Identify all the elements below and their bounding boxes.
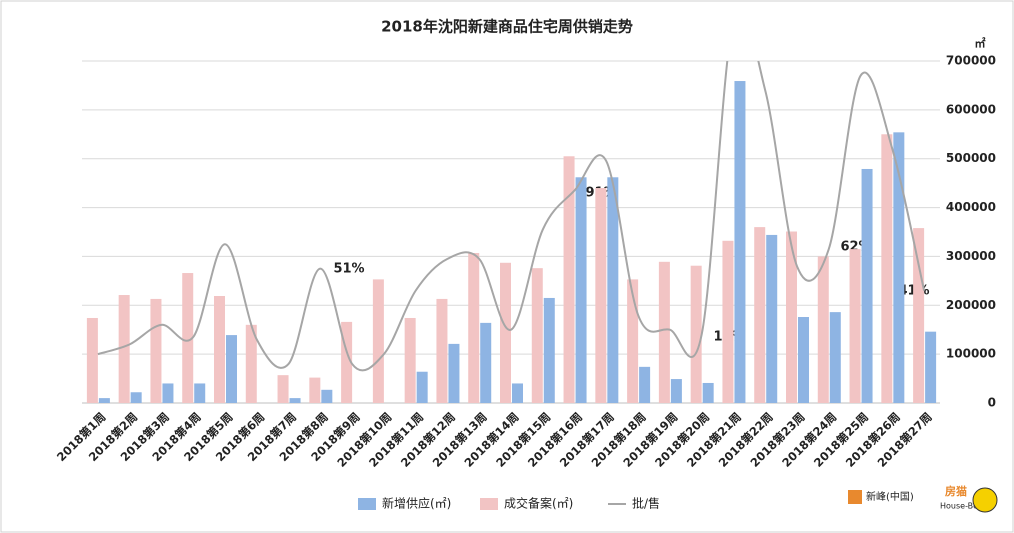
bar [448,343,460,403]
chart-title: 2018年沈阳新建商品住宅周供销走势 [381,18,633,36]
y-tick-label: 0 [988,396,996,410]
legend-label: 成交备案(㎡) [504,496,573,511]
legend-swatch [358,498,376,510]
bar [817,256,829,403]
bar [690,265,702,403]
bar [98,398,110,403]
y-tick-label: 300000 [946,249,996,263]
unit-label: ㎡ [975,36,986,50]
bar [512,383,523,403]
bar [500,262,511,403]
logo: 新峰(中国) 房猫 House-Book [848,484,998,513]
bar [531,268,543,403]
bar [563,156,575,403]
bar [162,383,174,403]
logo-text: 房猫 [945,484,967,498]
y-tick-label: 100000 [946,347,996,361]
bar [575,177,587,403]
bar [86,317,98,403]
bar [543,297,555,403]
y-tick-label: 200000 [946,298,996,312]
bar [893,132,905,403]
legend-swatch [480,498,498,510]
bar [289,398,301,403]
logo-icon [848,490,862,504]
bar [480,322,492,403]
bar [670,379,682,403]
bar [214,296,225,403]
logo-text: House-Book [940,502,988,511]
bar [639,366,651,403]
y-tick-label: 700000 [946,54,996,68]
logo-text: 新峰(中国) [866,490,914,503]
bar [182,273,194,403]
bar [277,375,289,403]
bar [754,227,766,403]
bar [321,389,333,403]
legend-label: 新增供应(㎡) [382,496,451,511]
bar [226,335,237,403]
bar [118,295,130,403]
y-tick-label: 500000 [946,151,996,165]
bar [607,177,619,403]
bar [881,134,893,404]
bar [416,371,428,403]
bar [798,317,809,403]
logo-mascot [972,487,998,513]
y-tick-label: 400000 [946,200,996,214]
annotation: 51% [333,262,364,277]
bar [194,383,206,403]
bar [702,382,714,403]
bar [734,81,746,403]
bar [309,377,321,403]
bar [404,317,416,403]
bar [829,312,841,403]
bar [595,188,607,403]
bar [372,279,384,403]
bar [658,261,670,403]
bar [341,321,353,403]
y-tick-label: 600000 [946,102,996,116]
bar [913,228,925,403]
bar [849,249,861,403]
legend-label: 批/售 [632,496,660,511]
bar [150,298,162,403]
bar [245,324,257,403]
bar [925,331,937,403]
bar [468,253,480,403]
bar [436,298,448,403]
bar [786,231,797,403]
bar [130,392,142,403]
bar [766,234,778,403]
bar [722,240,734,403]
ratio-line [97,61,926,372]
bar [627,279,639,403]
bar [861,168,873,403]
